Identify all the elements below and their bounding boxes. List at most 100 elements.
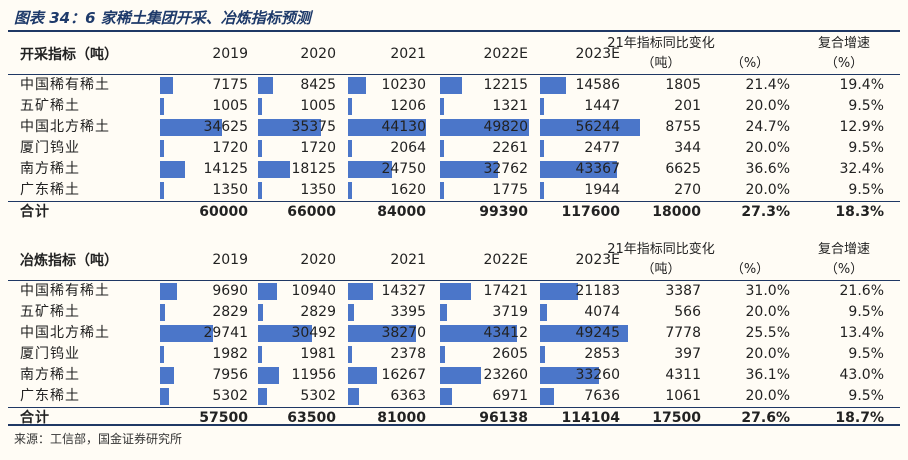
year-header: 2019 bbox=[212, 252, 248, 268]
data-bar bbox=[348, 98, 352, 115]
table-row: 五矿稀土 1005 1005 1206 1321 1447 201 20.0% 9.5% bbox=[8, 96, 900, 117]
year-value: 16267 bbox=[381, 367, 426, 383]
data-bar bbox=[258, 182, 262, 199]
table-row: 厦门钨业 1720 1720 2064 2261 2477 344 20.0% 9.5% bbox=[8, 138, 900, 159]
pct-value: 36.6% bbox=[745, 161, 790, 177]
year-value: 43412 bbox=[483, 325, 528, 341]
pct-value: 36.1% bbox=[745, 367, 790, 383]
data-bar bbox=[348, 346, 352, 363]
year-value: 5302 bbox=[212, 388, 248, 404]
data-bar bbox=[258, 161, 290, 178]
data-bar bbox=[258, 140, 262, 157]
data-bar bbox=[348, 388, 359, 405]
year-value: 60000 bbox=[199, 204, 248, 220]
year-value: 1775 bbox=[492, 182, 528, 198]
data-bar bbox=[348, 140, 352, 157]
pct-value: 20.0% bbox=[745, 304, 790, 320]
year-value: 1981 bbox=[300, 346, 336, 362]
company-label: 五矿稀土 bbox=[20, 304, 80, 320]
pct-value: 20.0% bbox=[745, 346, 790, 362]
year-header: 2021 bbox=[390, 252, 426, 268]
data-bar bbox=[348, 325, 416, 342]
data-bar bbox=[258, 325, 312, 342]
year-value: 38270 bbox=[381, 325, 426, 341]
year-value: 34625 bbox=[203, 119, 248, 135]
company-label: 南方稀土 bbox=[20, 161, 80, 177]
data-bar bbox=[540, 77, 566, 94]
data-bar bbox=[540, 346, 545, 363]
table-row: 厦门钨业 1982 1981 2378 2605 2853 397 20.0% 9.5% bbox=[8, 344, 900, 365]
year-value: 7175 bbox=[212, 77, 248, 93]
year-value: 1982 bbox=[212, 346, 248, 362]
table-row: 广东稀土 1350 1350 1620 1775 1944 270 20.0% 9.5% bbox=[8, 180, 900, 201]
year-value: 30492 bbox=[291, 325, 336, 341]
data-bar bbox=[540, 140, 544, 157]
change-value: 344 bbox=[674, 140, 701, 156]
data-bar bbox=[160, 161, 185, 178]
year-value: 49245 bbox=[575, 325, 620, 341]
data-bar bbox=[540, 161, 617, 178]
header-unit: （%） bbox=[824, 262, 864, 277]
company-label: 广东稀土 bbox=[20, 182, 80, 198]
header-unit: （%） bbox=[824, 56, 864, 71]
year-value: 8425 bbox=[300, 77, 336, 93]
change-value: 17500 bbox=[652, 410, 701, 426]
header-unit: （吨） bbox=[641, 262, 681, 277]
change-value: 1061 bbox=[665, 388, 701, 404]
pct-value: 20.0% bbox=[745, 182, 790, 198]
data-bar bbox=[160, 367, 174, 384]
table-row: 广东稀土 5302 5302 6363 6971 7636 1061 20.0% 9.5% bbox=[8, 386, 900, 407]
pct-value: 31.0% bbox=[745, 283, 790, 299]
year-value: 2829 bbox=[300, 304, 336, 320]
data-bar bbox=[440, 140, 444, 157]
data-bar bbox=[160, 77, 173, 94]
year-value: 14125 bbox=[203, 161, 248, 177]
data-bar bbox=[540, 98, 544, 115]
year-header: 2023E bbox=[575, 46, 620, 62]
year-header: 2020 bbox=[300, 252, 336, 268]
data-bar bbox=[540, 119, 640, 136]
cagr-value: 18.3% bbox=[835, 204, 884, 220]
year-value: 1720 bbox=[300, 140, 336, 156]
data-bar bbox=[440, 77, 462, 94]
pct-value: 25.5% bbox=[745, 325, 790, 341]
extra-column-header: 复合增速 （%） bbox=[784, 34, 904, 74]
data-bar bbox=[348, 367, 377, 384]
year-value: 1206 bbox=[390, 98, 426, 114]
company-label: 中国稀有稀土 bbox=[20, 77, 110, 93]
year-value: 3395 bbox=[390, 304, 426, 320]
company-label: 厦门钨业 bbox=[20, 140, 80, 156]
change-value: 1805 bbox=[665, 77, 701, 93]
data-bar bbox=[540, 367, 599, 384]
year-value: 7956 bbox=[212, 367, 248, 383]
header-line: 复合增速 bbox=[817, 36, 870, 51]
change-value: 4311 bbox=[665, 367, 701, 383]
table-row: 中国北方稀土 29741 30492 38270 43412 49245 7778 25.5%… bbox=[8, 323, 900, 344]
data-bar bbox=[348, 161, 392, 178]
data-bar bbox=[540, 304, 547, 321]
header-line: 21年指标同比变化 bbox=[607, 242, 715, 257]
data-bar bbox=[440, 388, 452, 405]
cagr-value: 9.5% bbox=[848, 182, 884, 198]
company-label: 南方稀土 bbox=[20, 367, 80, 383]
year-value: 1944 bbox=[584, 182, 620, 198]
company-label: 广东稀土 bbox=[20, 388, 80, 404]
data-bar bbox=[258, 119, 321, 136]
year-value: 1720 bbox=[212, 140, 248, 156]
cagr-value: 9.5% bbox=[848, 346, 884, 362]
year-value: 43367 bbox=[575, 161, 620, 177]
data-bar bbox=[258, 98, 262, 115]
data-bar bbox=[440, 182, 444, 199]
year-value: 12215 bbox=[483, 77, 528, 93]
year-value: 2477 bbox=[584, 140, 620, 156]
year-value: 10940 bbox=[291, 283, 336, 299]
data-bar bbox=[258, 304, 263, 321]
year-value: 81000 bbox=[377, 410, 426, 426]
year-value: 6363 bbox=[390, 388, 426, 404]
extra-column-header: 21年指标同比变化 （吨） bbox=[601, 34, 721, 74]
year-value: 1350 bbox=[300, 182, 336, 198]
year-value: 17421 bbox=[483, 283, 528, 299]
top-rule bbox=[8, 30, 900, 32]
year-value: 49820 bbox=[483, 119, 528, 135]
year-value: 63500 bbox=[287, 410, 336, 426]
